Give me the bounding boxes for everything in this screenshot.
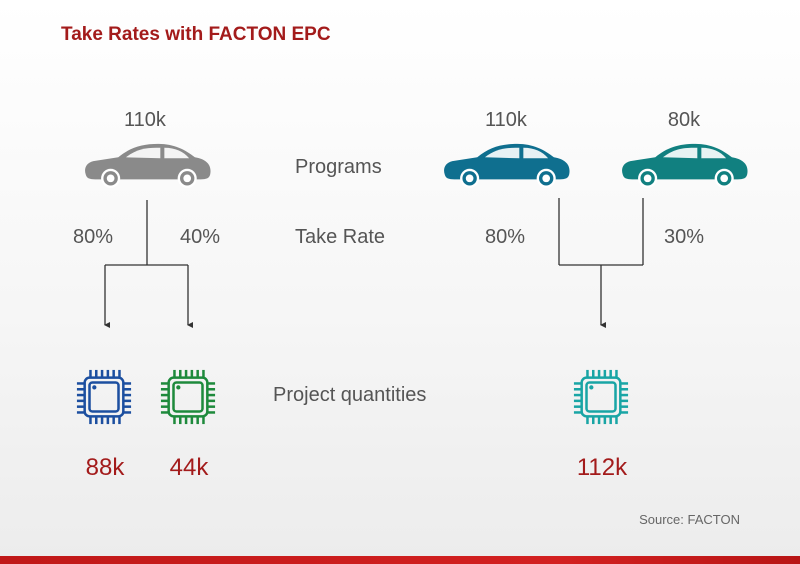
left-program-value: 110k (124, 109, 166, 131)
right-connector (558, 198, 644, 328)
take-rate-label: Take Rate (295, 226, 386, 248)
left-take-rate-2: 40% (179, 226, 221, 248)
chip-icon-teal (572, 368, 630, 426)
car-icon-gray (85, 143, 211, 188)
left-result-1: 88k (85, 454, 125, 481)
chip-icon-blue (75, 368, 133, 426)
chip-icon-green (159, 368, 217, 426)
source-note: Source: FACTON (639, 512, 740, 527)
right-result: 112k (576, 454, 628, 481)
car-icon-teal (622, 143, 748, 188)
project-quantities-label: Project quantities (273, 384, 427, 406)
right-take-rate-2: 30% (663, 226, 705, 248)
bottom-accent-bar (0, 556, 800, 564)
left-connector (104, 200, 193, 328)
car-icon-blue (444, 143, 570, 188)
right-take-rate-1: 80% (484, 226, 526, 248)
left-take-rate-1: 80% (72, 226, 114, 248)
right-program-value-1: 110k (485, 109, 527, 131)
left-result-2: 44k (169, 454, 209, 481)
right-program-value-2: 80k (667, 109, 701, 131)
page-title: Take Rates with FACTON EPC (61, 24, 331, 45)
programs-label: Programs (295, 156, 382, 178)
